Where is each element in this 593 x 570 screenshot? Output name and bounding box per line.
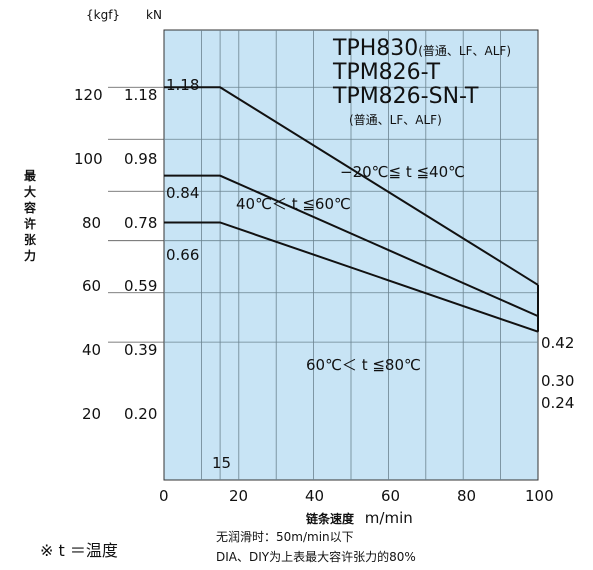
y-tick-kgf-40: 40 bbox=[82, 341, 102, 359]
x-tick-80: 80 bbox=[457, 487, 477, 505]
y-axis-title: 最大容许张力 bbox=[24, 169, 37, 263]
y-tick-kgf-20: 20 bbox=[82, 405, 102, 423]
x-axis-title: 链条速度 m/min bbox=[306, 509, 413, 527]
series-group bbox=[164, 86, 539, 333]
series-label-3: 60℃＜ t ≦80℃ bbox=[306, 356, 421, 374]
series-line-2 bbox=[164, 174, 539, 318]
note-no-lube: 无润滑时：50m/min以下 bbox=[216, 530, 354, 544]
x-axis-unit: m/min bbox=[364, 509, 413, 527]
y-tick-kn-3: 0.78 bbox=[124, 214, 158, 232]
series-label-1: −20℃≦ t ≦40℃ bbox=[340, 163, 465, 181]
y-tick-kn-2: 0.98 bbox=[124, 150, 158, 168]
x-tick-15: 15 bbox=[212, 454, 232, 472]
y-tick-kgf-120: 120 bbox=[74, 86, 103, 104]
y-unit-kgf: {kgf} bbox=[86, 8, 121, 22]
x-tick-60: 60 bbox=[381, 487, 401, 505]
note-dia-diy: DIA、DIY为上表最大容许张力的80% bbox=[216, 550, 416, 564]
x-tick-40: 40 bbox=[305, 487, 325, 505]
y-tick-kn-4: 0.59 bbox=[124, 277, 158, 295]
series-label-2: 40℃＜ t ≦60℃ bbox=[236, 195, 351, 213]
y-tick-kgf-60: 60 bbox=[82, 277, 102, 295]
end-label-1: 0.42 bbox=[541, 334, 575, 352]
y-unit-kn: kN bbox=[146, 8, 162, 22]
x-tick-100: 100 bbox=[525, 487, 554, 505]
grid-lines bbox=[108, 30, 538, 480]
start-label-2: 0.84 bbox=[166, 184, 200, 202]
y-tick-kgf-80: 80 bbox=[82, 214, 102, 232]
series-line-3 bbox=[164, 221, 539, 333]
temp-note: ※ t ＝温度 bbox=[40, 541, 118, 560]
model-tph830: TPH830(普通、LF、ALF) bbox=[333, 36, 511, 61]
x-axis-title-text: 链条速度 bbox=[306, 512, 355, 526]
y-tick-kn-6: 0.20 bbox=[124, 405, 158, 423]
x-tick-0: 0 bbox=[159, 487, 169, 505]
y-tick-kn-1: 1.18 bbox=[124, 86, 158, 104]
x-tick-20: 20 bbox=[229, 487, 249, 505]
series-line-1 bbox=[164, 86, 539, 286]
model-tpm826-sn-t: TPM826-SN-T bbox=[333, 84, 479, 109]
end-label-3: 0.24 bbox=[541, 394, 575, 412]
model-suffix-2: (普通、LF、ALF) bbox=[349, 113, 442, 127]
start-label-1: 1.18 bbox=[166, 76, 200, 94]
end-label-2: 0.30 bbox=[541, 372, 575, 390]
model-tpm826-t: TPM826-T bbox=[333, 60, 441, 85]
start-label-3: 0.66 bbox=[166, 246, 200, 264]
model-tph830-name: TPH830 bbox=[333, 36, 419, 61]
y-tick-kgf-100: 100 bbox=[74, 150, 103, 168]
y-tick-kn-5: 0.39 bbox=[124, 341, 158, 359]
model-tph830-suffix: (普通、LF、ALF) bbox=[418, 44, 511, 58]
